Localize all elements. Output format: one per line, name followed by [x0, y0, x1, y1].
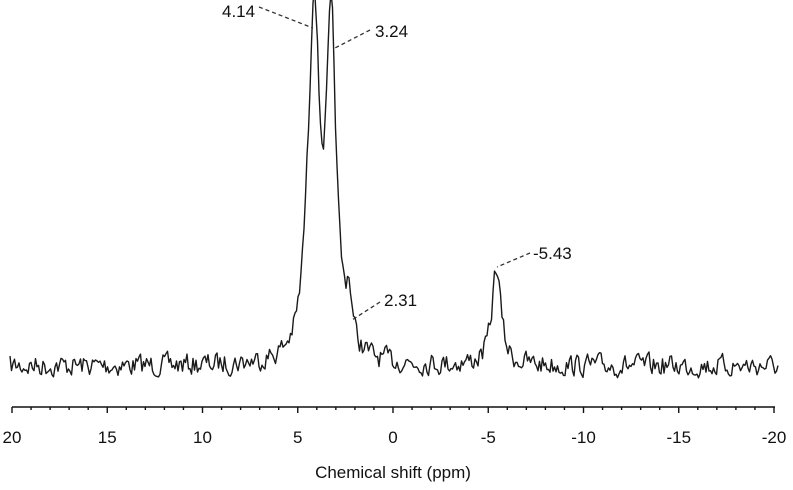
x-tick-label: 5 [293, 428, 302, 447]
peak-annotations [258, 6, 531, 321]
x-tick-label: -20 [762, 428, 787, 447]
x-tick-label: -10 [571, 428, 596, 447]
x-tick-label: -5 [481, 428, 496, 447]
x-tick-label: 10 [193, 428, 212, 447]
x-tick-label: 20 [3, 428, 22, 447]
x-axis: 20 15 10 5 0 -5 -10 -15 -20 [3, 406, 787, 447]
leader-3-24 [334, 29, 371, 49]
spectrum-trace [9, 0, 779, 379]
leader-5-43 [496, 252, 531, 268]
x-axis-title: Chemical shift (ppm) [315, 463, 471, 482]
peak-label-2-31: 2.31 [384, 291, 417, 310]
x-tick-label: 0 [388, 428, 397, 447]
peak-label-5-43: -5.43 [533, 244, 572, 263]
leader-2-31 [351, 301, 381, 321]
x-tick-label: 15 [98, 428, 117, 447]
peak-label-4-14: 4.14 [222, 2, 255, 21]
x-tick-label: -15 [666, 428, 691, 447]
peak-label-3-24: 3.24 [375, 22, 408, 41]
leader-4-14 [258, 6, 314, 29]
